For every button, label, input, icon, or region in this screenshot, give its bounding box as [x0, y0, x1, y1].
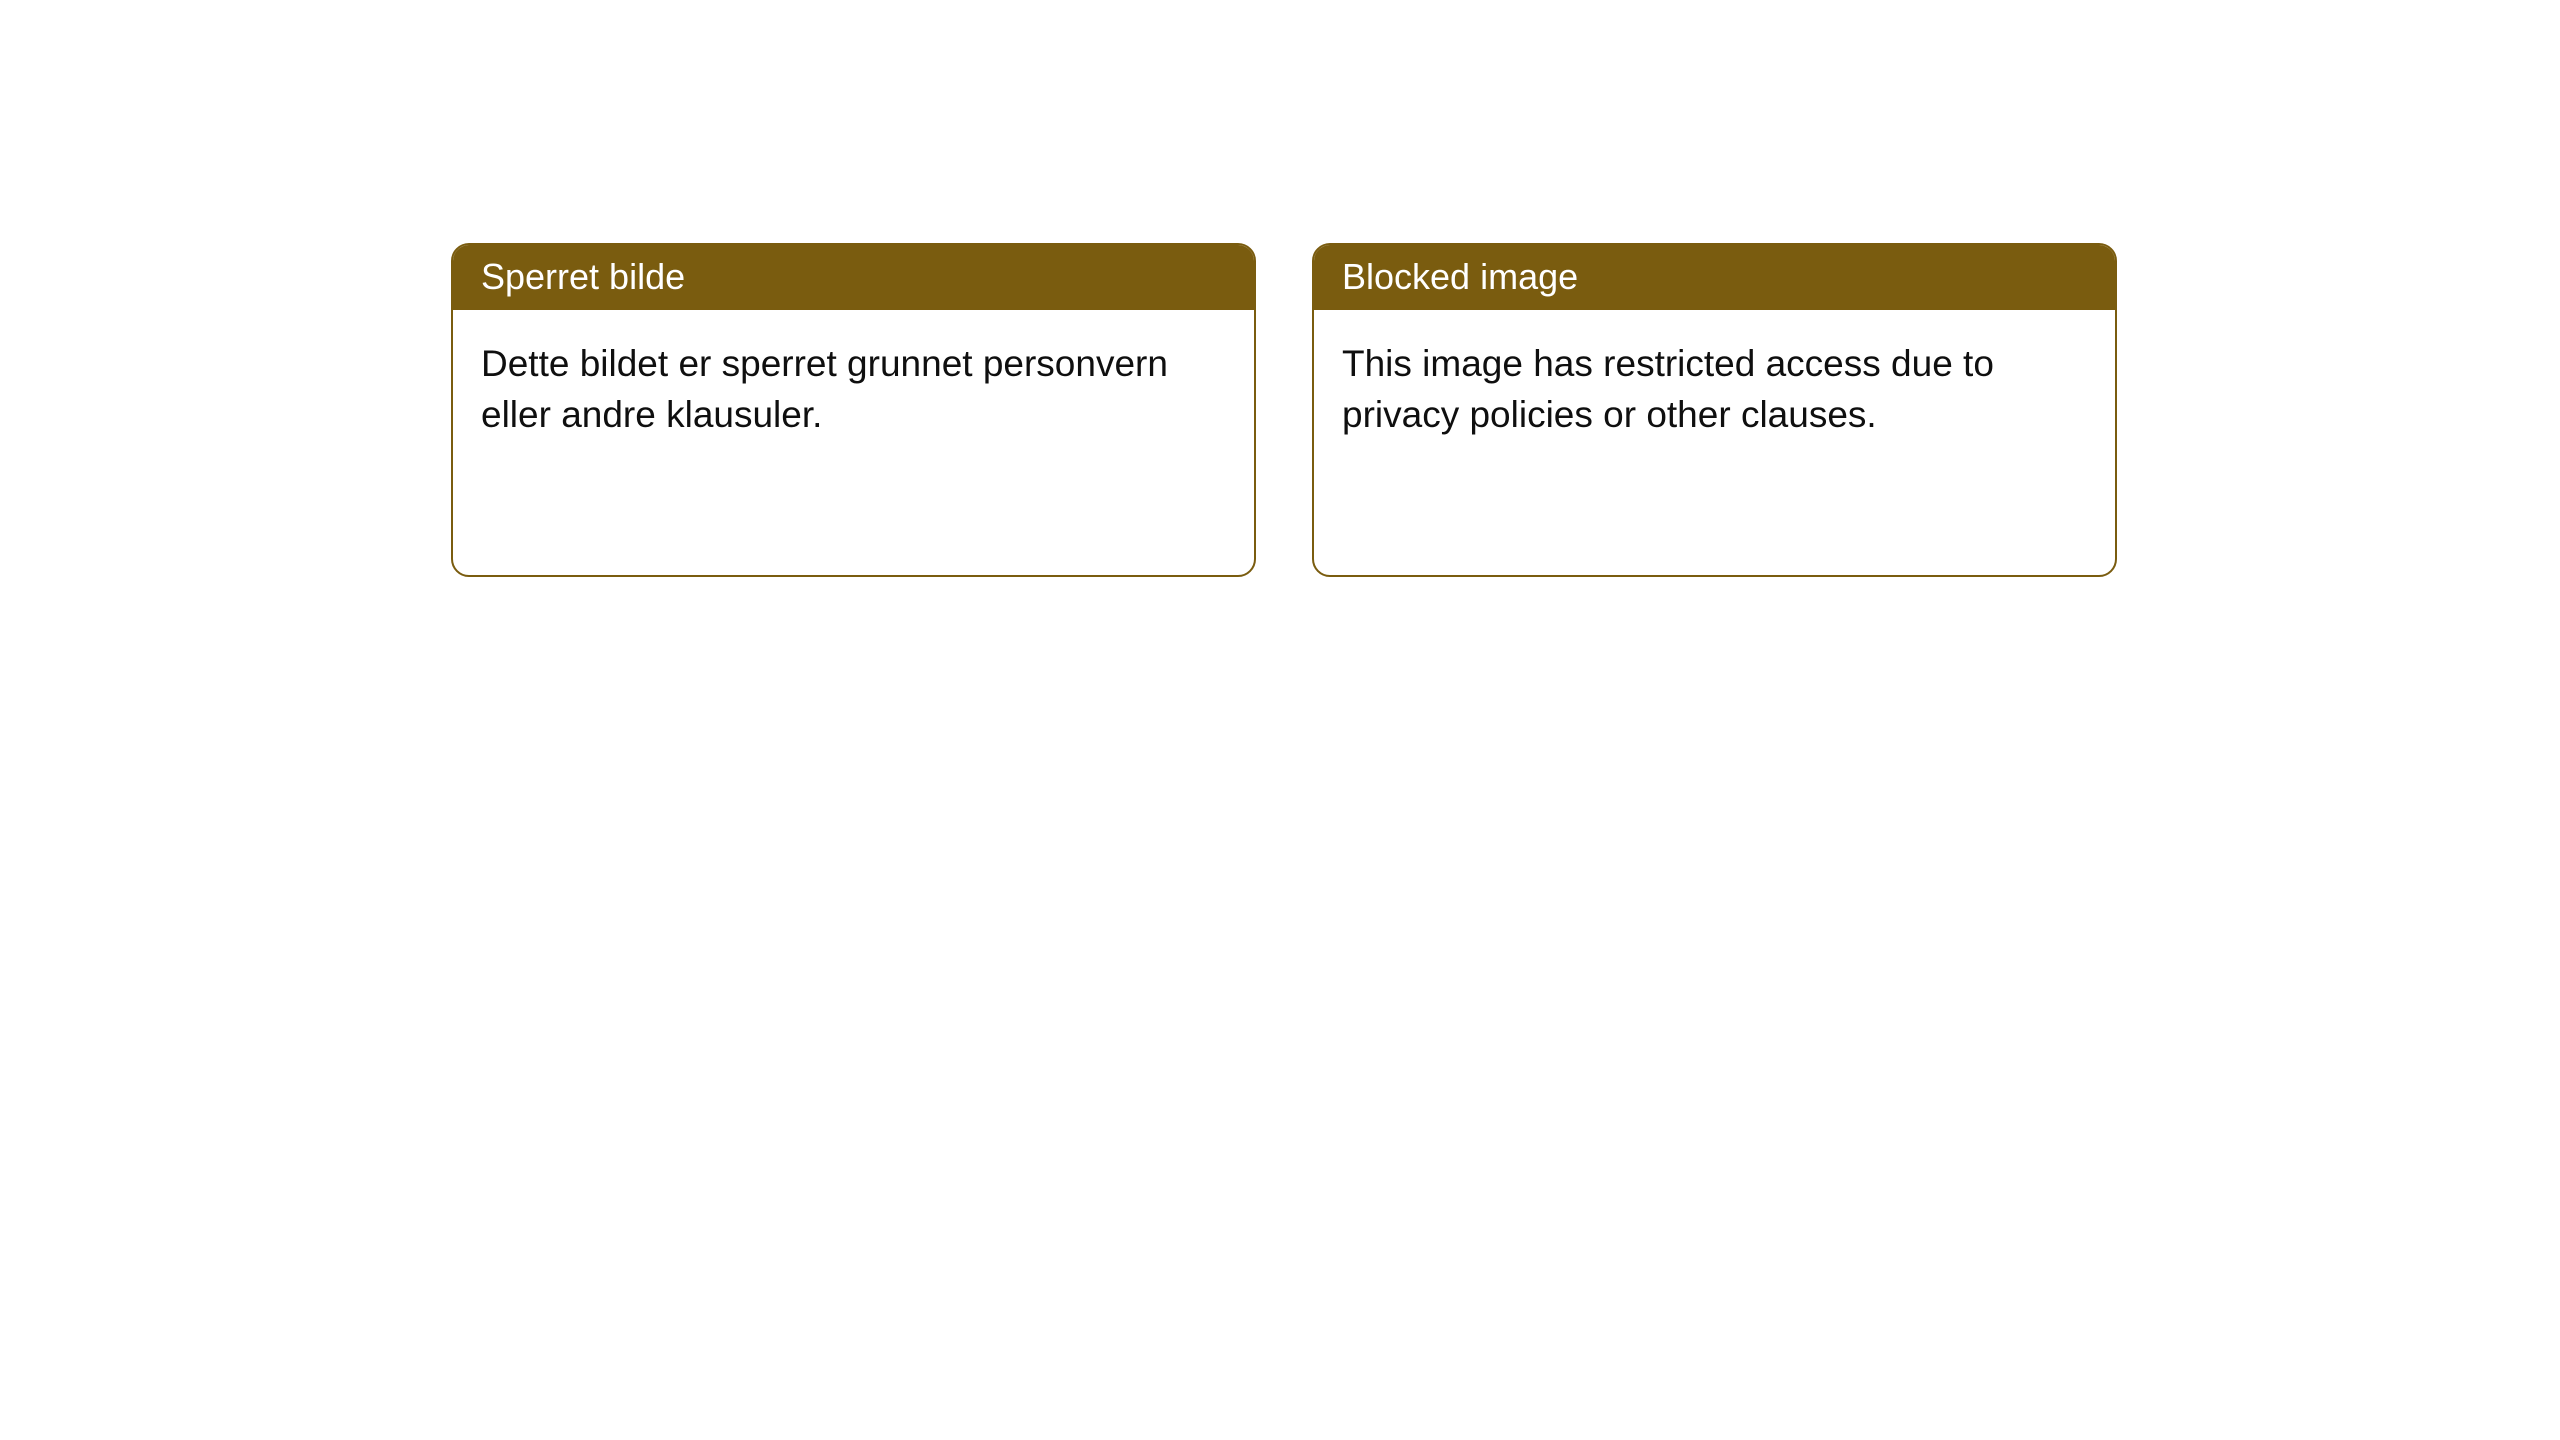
- notice-body-en: This image has restricted access due to …: [1314, 310, 2115, 440]
- notice-container: Sperret bilde Dette bildet er sperret gr…: [0, 0, 2560, 577]
- notice-card-no: Sperret bilde Dette bildet er sperret gr…: [451, 243, 1256, 577]
- notice-body-no: Dette bildet er sperret grunnet personve…: [453, 310, 1254, 440]
- notice-card-en: Blocked image This image has restricted …: [1312, 243, 2117, 577]
- notice-title-no: Sperret bilde: [453, 245, 1254, 310]
- notice-title-en: Blocked image: [1314, 245, 2115, 310]
